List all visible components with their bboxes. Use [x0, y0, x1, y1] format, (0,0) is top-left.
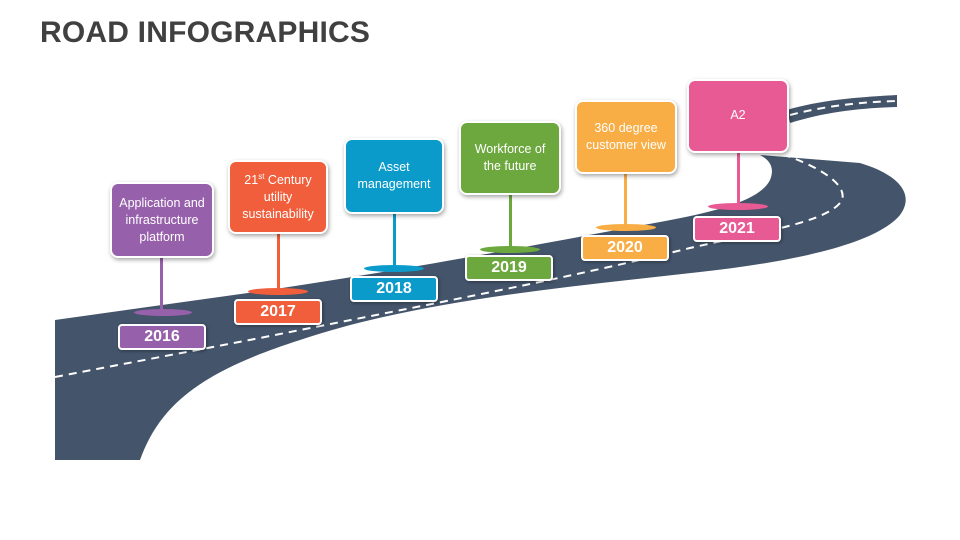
year-badge-2018: 2018: [350, 276, 438, 302]
sign-base-2018: [364, 265, 424, 272]
year-badge-2016: 2016: [118, 324, 206, 350]
milestone-label: Workforce of the future: [474, 142, 546, 173]
page-title: ROAD INFOGRAPHICS: [40, 16, 371, 49]
milestone-card-2018: Asset management: [344, 138, 444, 214]
sign-base-2017: [248, 288, 308, 295]
sign-pole-2016: [160, 256, 163, 312]
sign-pole-2021: [737, 152, 740, 206]
sign-base-2021: [708, 203, 768, 210]
milestone-card-2019: Workforce of the future: [459, 121, 561, 195]
year-badge-2021: 2021: [693, 216, 781, 242]
sign-pole-2020: [624, 173, 627, 227]
year-badge-2019: 2019: [465, 255, 553, 281]
year-badge-2020: 2020: [581, 235, 669, 261]
sign-pole-2017: [277, 232, 280, 290]
sign-pole-2019: [509, 194, 512, 248]
sign-base-2016: [134, 309, 192, 316]
sign-base-2019: [480, 246, 540, 253]
year-badge-2017: 2017: [234, 299, 322, 325]
milestone-card-2016: Application and infrastructure platform: [110, 182, 214, 258]
sign-pole-2018: [393, 212, 396, 268]
milestone-label: Asset management: [357, 160, 431, 191]
milestone-card-2020: 360 degree customer view: [575, 100, 677, 174]
milestone-label: 360 degree customer view: [586, 121, 666, 152]
milestone-card-2021: A2: [687, 79, 789, 153]
milestone-label: Application and infrastructure platform: [119, 195, 205, 244]
sign-base-2020: [596, 224, 656, 231]
milestone-label: 21st Century utility sustainability: [242, 171, 314, 221]
milestone-card-2017: 21st Century utility sustainability: [228, 160, 328, 234]
milestone-label: A2: [730, 108, 746, 122]
